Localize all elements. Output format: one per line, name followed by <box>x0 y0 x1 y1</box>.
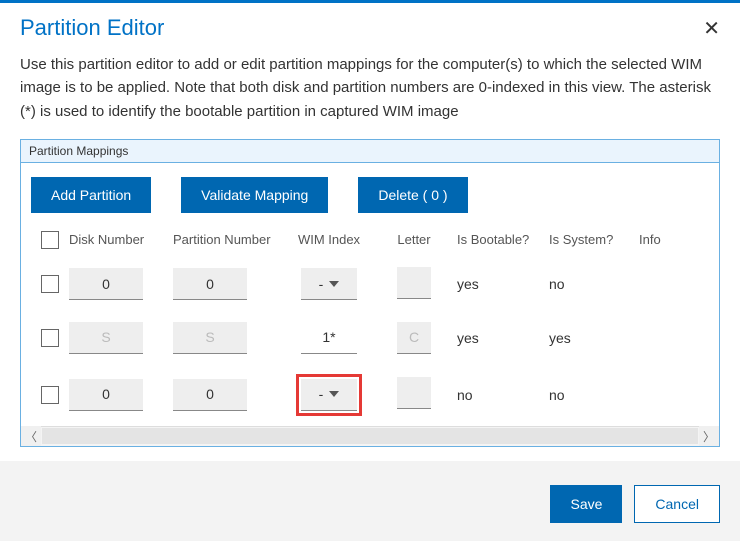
bootable-value: yes <box>457 330 479 346</box>
col-partition: Partition Number <box>169 232 279 247</box>
letter-input[interactable] <box>397 267 431 299</box>
system-value: yes <box>549 330 571 346</box>
panel-header: Partition Mappings <box>21 140 719 163</box>
partition-number-input[interactable]: S <box>173 322 247 354</box>
add-partition-button[interactable]: Add Partition <box>31 177 151 213</box>
wim-index-value: - <box>319 386 324 402</box>
col-letter: Letter <box>379 232 449 247</box>
table-row: SS 1* Cyes yes <box>21 312 719 364</box>
col-system: Is System? <box>549 232 639 247</box>
highlight-box: - <box>296 374 362 416</box>
row-checkbox[interactable] <box>41 329 59 347</box>
scroll-left-icon[interactable]: 〈 <box>21 426 41 446</box>
chevron-down-icon <box>329 391 339 397</box>
dialog-description: Use this partition editor to add or edit… <box>0 49 740 139</box>
bootable-value: no <box>457 387 473 403</box>
dialog-footer: Save Cancel <box>0 461 740 541</box>
disk-number-input[interactable]: 0 <box>69 379 143 411</box>
disk-number-input[interactable]: 0 <box>69 268 143 300</box>
system-value: no <box>549 387 565 403</box>
table-row: 00 - no no <box>21 364 719 426</box>
col-wim: WIM Index <box>279 232 379 247</box>
chevron-down-icon <box>329 281 339 287</box>
scroll-track[interactable] <box>42 428 698 444</box>
col-bootable: Is Bootable? <box>449 232 549 247</box>
table-header-row: Disk Number Partition Number WIM Index L… <box>21 223 719 257</box>
select-all-checkbox[interactable] <box>41 231 59 249</box>
toolbar: Add Partition Validate Mapping Delete ( … <box>21 163 719 223</box>
wim-index-value: - <box>319 276 324 292</box>
wim-index-select[interactable]: - <box>301 268 357 300</box>
partition-number-input[interactable]: 0 <box>173 379 247 411</box>
row-checkbox[interactable] <box>41 275 59 293</box>
partition-table: Disk Number Partition Number WIM Index L… <box>21 223 719 426</box>
dialog-header: Partition Editor ✕ <box>0 3 740 49</box>
partition-number-input[interactable]: 0 <box>173 268 247 300</box>
validate-mapping-button[interactable]: Validate Mapping <box>181 177 328 213</box>
letter-input[interactable]: C <box>397 322 431 354</box>
table-row: 00 - yes no <box>21 257 719 312</box>
cancel-button[interactable]: Cancel <box>634 485 720 523</box>
scroll-right-icon[interactable]: 〉 <box>699 426 719 446</box>
wim-index-value: 1* <box>301 322 357 354</box>
letter-input[interactable] <box>397 377 431 409</box>
wim-index-select[interactable]: - <box>301 379 357 411</box>
disk-number-input[interactable]: S <box>69 322 143 354</box>
col-disk: Disk Number <box>69 232 169 247</box>
system-value: no <box>549 276 565 292</box>
col-info: Info <box>639 232 689 247</box>
delete-button[interactable]: Delete ( 0 ) <box>358 177 467 213</box>
row-checkbox[interactable] <box>41 386 59 404</box>
horizontal-scrollbar[interactable]: 〈 〉 <box>21 426 719 446</box>
close-icon[interactable]: ✕ <box>703 16 720 41</box>
partition-editor-dialog: Partition Editor ✕ Use this partition ed… <box>0 0 740 541</box>
partition-mappings-panel: Partition Mappings Add Partition Validat… <box>20 139 720 447</box>
dialog-title: Partition Editor <box>20 15 164 41</box>
save-button[interactable]: Save <box>550 485 622 523</box>
bootable-value: yes <box>457 276 479 292</box>
